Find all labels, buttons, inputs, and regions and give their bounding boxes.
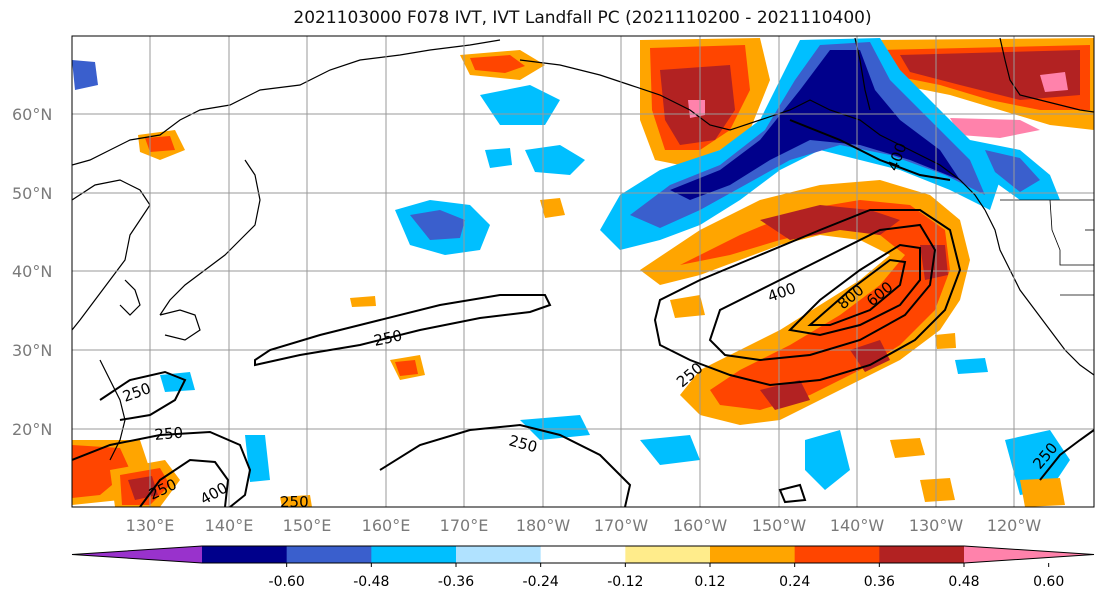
contour-label: 250 bbox=[280, 493, 309, 511]
colorbar-tick-label: 0.36 bbox=[864, 574, 895, 590]
lon-label: 140°W bbox=[830, 516, 885, 535]
colorbar-extension-min bbox=[72, 546, 202, 563]
ivt-contour-800 bbox=[807, 258, 907, 326]
ivt-contours bbox=[72, 119, 1094, 507]
lon-label: 150°E bbox=[283, 516, 332, 535]
anomaly-canada-warm bbox=[870, 38, 1094, 138]
colorbar-segment bbox=[879, 546, 965, 563]
plot-border bbox=[71, 35, 1095, 508]
ivt-contour-400-south bbox=[139, 458, 230, 507]
lon-label: 130°W bbox=[909, 516, 964, 535]
lon-label: 180°W bbox=[516, 516, 571, 535]
lat-label: 30°N bbox=[12, 341, 52, 360]
ivt-contour-400 bbox=[708, 223, 937, 362]
lon-label: 170°E bbox=[440, 516, 489, 535]
ivt-contour-600 bbox=[787, 243, 921, 337]
lon-label: 120°W bbox=[987, 516, 1042, 535]
lon-label: 140°E bbox=[205, 516, 254, 535]
colorbar-segment bbox=[625, 546, 711, 563]
lon-label: 160°W bbox=[673, 516, 728, 535]
ivt-contour-250-sw bbox=[99, 370, 187, 421]
ivt-contour-250-east-south bbox=[778, 483, 807, 504]
coastlines bbox=[72, 37, 1094, 461]
colorbar-segment bbox=[794, 546, 880, 563]
lon-label: 130°E bbox=[126, 516, 175, 535]
lat-label: 60°N bbox=[12, 105, 52, 124]
colorbar-outline bbox=[71, 545, 1095, 564]
map-title: 2021103000 F078 IVT, IVT Landfall PC (20… bbox=[293, 8, 872, 28]
ivt-contour-250-central bbox=[254, 294, 552, 367]
colorbar-segment bbox=[371, 546, 457, 563]
ivt-contour-250-far-east bbox=[1039, 429, 1094, 481]
colorbar-tick-label: 0.60 bbox=[1033, 574, 1064, 590]
colorbar-tick-label: -0.24 bbox=[523, 574, 559, 590]
contour-label: 250 bbox=[372, 326, 404, 350]
colorbar-segment bbox=[710, 546, 796, 563]
colorbar-segment bbox=[456, 546, 542, 563]
lat-label: 20°N bbox=[12, 420, 52, 439]
longitude-labels: 130°E 140°E 150°E 160°E 170°E 180°W 170°… bbox=[126, 516, 1042, 535]
colorbar-tick-label: 0.48 bbox=[948, 574, 979, 590]
colorbar-segment bbox=[202, 546, 288, 563]
contour-label: 250 bbox=[154, 424, 184, 444]
anomaly-west-pacific-blobs bbox=[72, 50, 1070, 507]
colorbar-tick-label: 0.12 bbox=[694, 574, 725, 590]
lat-label: 40°N bbox=[12, 262, 52, 281]
ivt-contour-250-south bbox=[72, 430, 252, 507]
ivt-contour-250-bc bbox=[789, 119, 951, 181]
lon-label: 170°W bbox=[594, 516, 649, 535]
colorbar-tick-label: -0.36 bbox=[438, 574, 474, 590]
colorbar-tick-label: -0.12 bbox=[607, 574, 643, 590]
colorbar: -0.60 -0.48 -0.36 -0.24 -0.12 0.12 0.24 0.36 0.4… bbox=[71, 545, 1095, 590]
lon-label: 160°E bbox=[362, 516, 411, 535]
lat-label: 50°N bbox=[12, 184, 52, 203]
colorbar-segment bbox=[286, 546, 372, 563]
colorbar-extension-max bbox=[964, 546, 1094, 563]
lon-label: 150°W bbox=[752, 516, 807, 535]
gridlines bbox=[72, 36, 1094, 507]
colorbar-tick-label: -0.48 bbox=[353, 574, 389, 590]
ivt-contour-250-central-south bbox=[379, 423, 632, 507]
colorbar-segment bbox=[540, 546, 626, 563]
latitude-labels: 60°N 50°N 40°N 30°N 20°N bbox=[12, 105, 52, 439]
borders bbox=[1000, 199, 1094, 296]
colorbar-tick-label: -0.60 bbox=[269, 574, 305, 590]
ivt-contour-250-east bbox=[653, 209, 962, 387]
colorbar-tick-label: 0.24 bbox=[779, 574, 810, 590]
